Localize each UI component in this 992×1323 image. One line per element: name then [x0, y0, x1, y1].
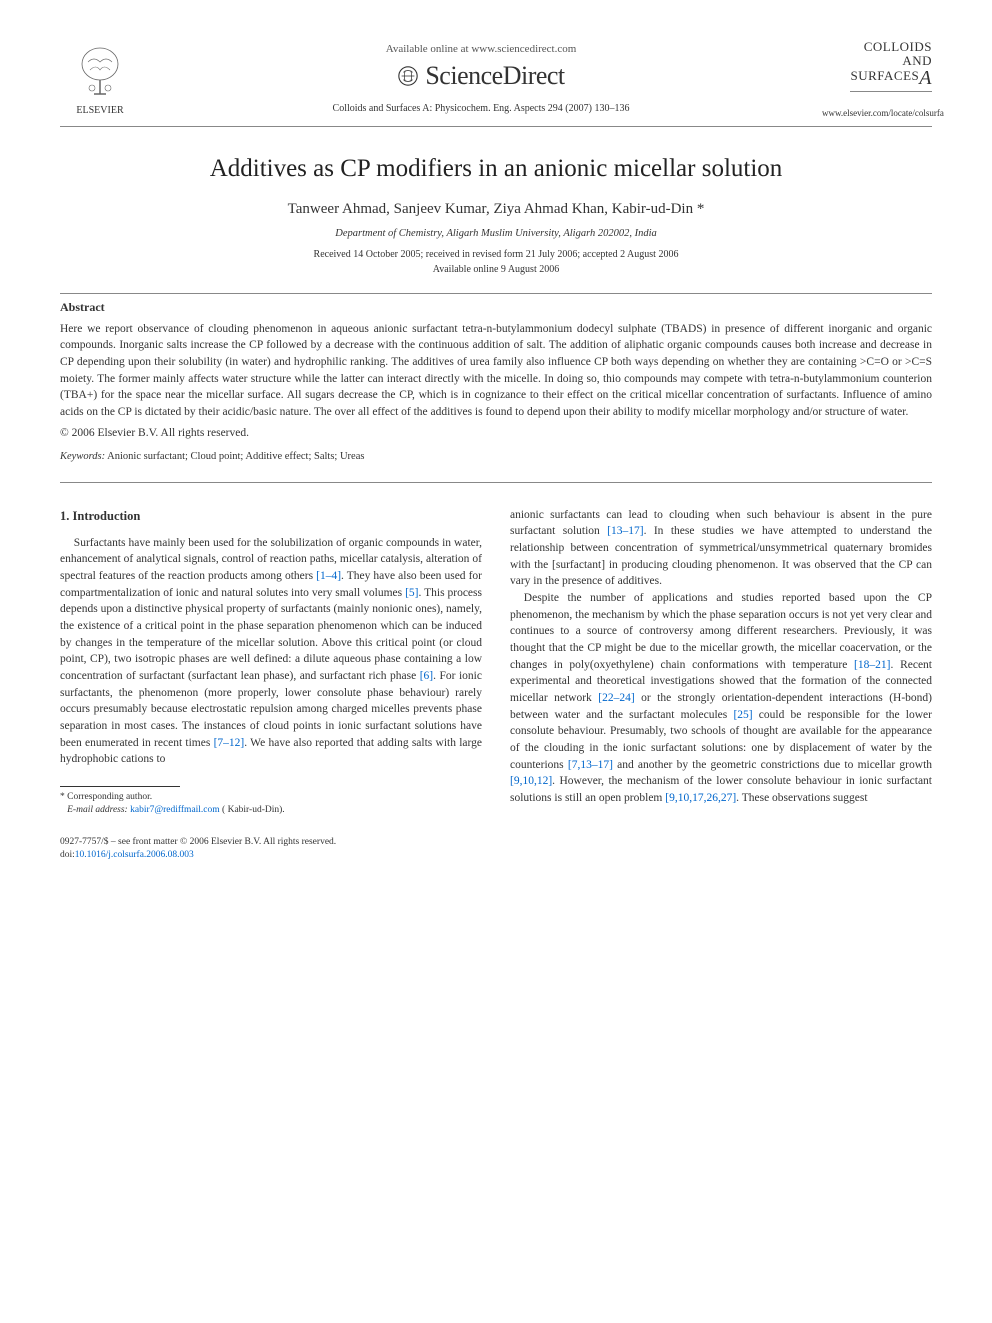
abstract-bottom-rule	[60, 482, 932, 483]
colloids-line-1: COLLOIDS	[864, 39, 932, 54]
ref-link[interactable]: [22–24]	[598, 692, 634, 704]
elsevier-tree-icon	[70, 42, 130, 102]
ref-link[interactable]: [1–4]	[316, 570, 341, 582]
ref-link[interactable]: [7,13–17]	[568, 759, 613, 771]
header-rule	[60, 126, 932, 127]
page-footer: 0927-7757/$ – see front matter © 2006 El…	[60, 836, 932, 863]
dates-received: Received 14 October 2005; received in re…	[314, 249, 679, 260]
abstract-top-rule	[60, 293, 932, 294]
journal-logo-block: COLLOIDS AND SURFACES A www.elsevier.com…	[822, 40, 932, 118]
footnote-rule	[60, 786, 180, 787]
sciencedirect-text: ScienceDirect	[425, 61, 564, 91]
ref-link[interactable]: [7–12]	[214, 737, 245, 749]
footer-doi-line: doi:10.1016/j.colsurfa.2006.08.003	[60, 849, 932, 862]
corresponding-footnote: * Corresponding author. E-mail address: …	[60, 791, 482, 818]
ref-link[interactable]: [9,10,12]	[510, 775, 552, 787]
keywords-line: Keywords: Anionic surfactant; Cloud poin…	[60, 451, 932, 462]
authors-line: Tanweer Ahmad, Sanjeev Kumar, Ziya Ahmad…	[60, 201, 932, 218]
colloids-letter-a: A	[919, 67, 932, 89]
elsevier-logo: ELSEVIER	[60, 42, 140, 116]
authors-text: Tanweer Ahmad, Sanjeev Kumar, Ziya Ahmad…	[288, 201, 705, 217]
keywords-label: Keywords:	[60, 451, 105, 462]
email-label: E-mail address:	[67, 805, 128, 815]
corr-email-line: E-mail address: kabir7@rediffmail.com ( …	[60, 804, 482, 817]
keywords-text: Anionic surfactant; Cloud point; Additiv…	[105, 451, 364, 462]
ref-link[interactable]: [9,10,17,26,27]	[665, 792, 736, 804]
dates-online: Available online 9 August 2006	[433, 264, 559, 275]
abstract-copyright: © 2006 Elsevier B.V. All rights reserved…	[60, 427, 932, 439]
ref-link[interactable]: [13–17]	[607, 525, 643, 537]
center-header: Available online at www.sciencedirect.co…	[140, 43, 822, 114]
article-dates: Received 14 October 2005; received in re…	[60, 247, 932, 277]
colloids-line-2: AND	[902, 53, 932, 68]
colloids-line-3: SURFACES	[850, 68, 919, 83]
ref-link[interactable]: [18–21]	[854, 659, 890, 671]
corr-email-link[interactable]: kabir7@rediffmail.com	[130, 805, 220, 815]
abstract-heading: Abstract	[60, 300, 932, 315]
sciencedirect-logo: ScienceDirect	[140, 61, 822, 91]
right-column: anionic surfactants can lead to clouding…	[510, 507, 932, 818]
ref-link[interactable]: [25]	[733, 709, 752, 721]
corr-author-label: * Corresponding author.	[60, 791, 482, 804]
body-columns: 1. Introduction Surfactants have mainly …	[60, 507, 932, 818]
corr-name: ( Kabir-ud-Din).	[222, 805, 285, 815]
ref-link[interactable]: [6]	[420, 670, 433, 682]
intro-right-para-1: anionic surfactants can lead to clouding…	[510, 507, 932, 590]
ref-link[interactable]: [5]	[405, 587, 418, 599]
elsevier-label: ELSEVIER	[60, 105, 140, 116]
abstract-body: Here we report observance of clouding ph…	[60, 321, 932, 421]
available-online-text: Available online at www.sciencedirect.co…	[140, 43, 822, 55]
section-1-heading: 1. Introduction	[60, 507, 482, 525]
left-column: 1. Introduction Surfactants have mainly …	[60, 507, 482, 818]
affiliation: Department of Chemistry, Aligarh Muslim …	[60, 228, 932, 239]
sciencedirect-icon	[397, 65, 419, 87]
doi-link[interactable]: 10.1016/j.colsurfa.2006.08.003	[75, 850, 194, 860]
article-title: Additives as CP modifiers in an anionic …	[60, 155, 932, 183]
journal-citation: Colloids and Surfaces A: Physicochem. En…	[140, 103, 822, 114]
doi-label: doi:	[60, 850, 75, 860]
journal-url: www.elsevier.com/locate/colsurfa	[822, 108, 932, 118]
footer-front-matter: 0927-7757/$ – see front matter © 2006 El…	[60, 836, 932, 849]
colloids-surfaces-logo: COLLOIDS AND SURFACES A	[850, 40, 932, 92]
intro-right-para-2: Despite the number of applications and s…	[510, 590, 932, 807]
page-header: ELSEVIER Available online at www.science…	[60, 40, 932, 118]
intro-left-para: Surfactants have mainly been used for th…	[60, 535, 482, 768]
